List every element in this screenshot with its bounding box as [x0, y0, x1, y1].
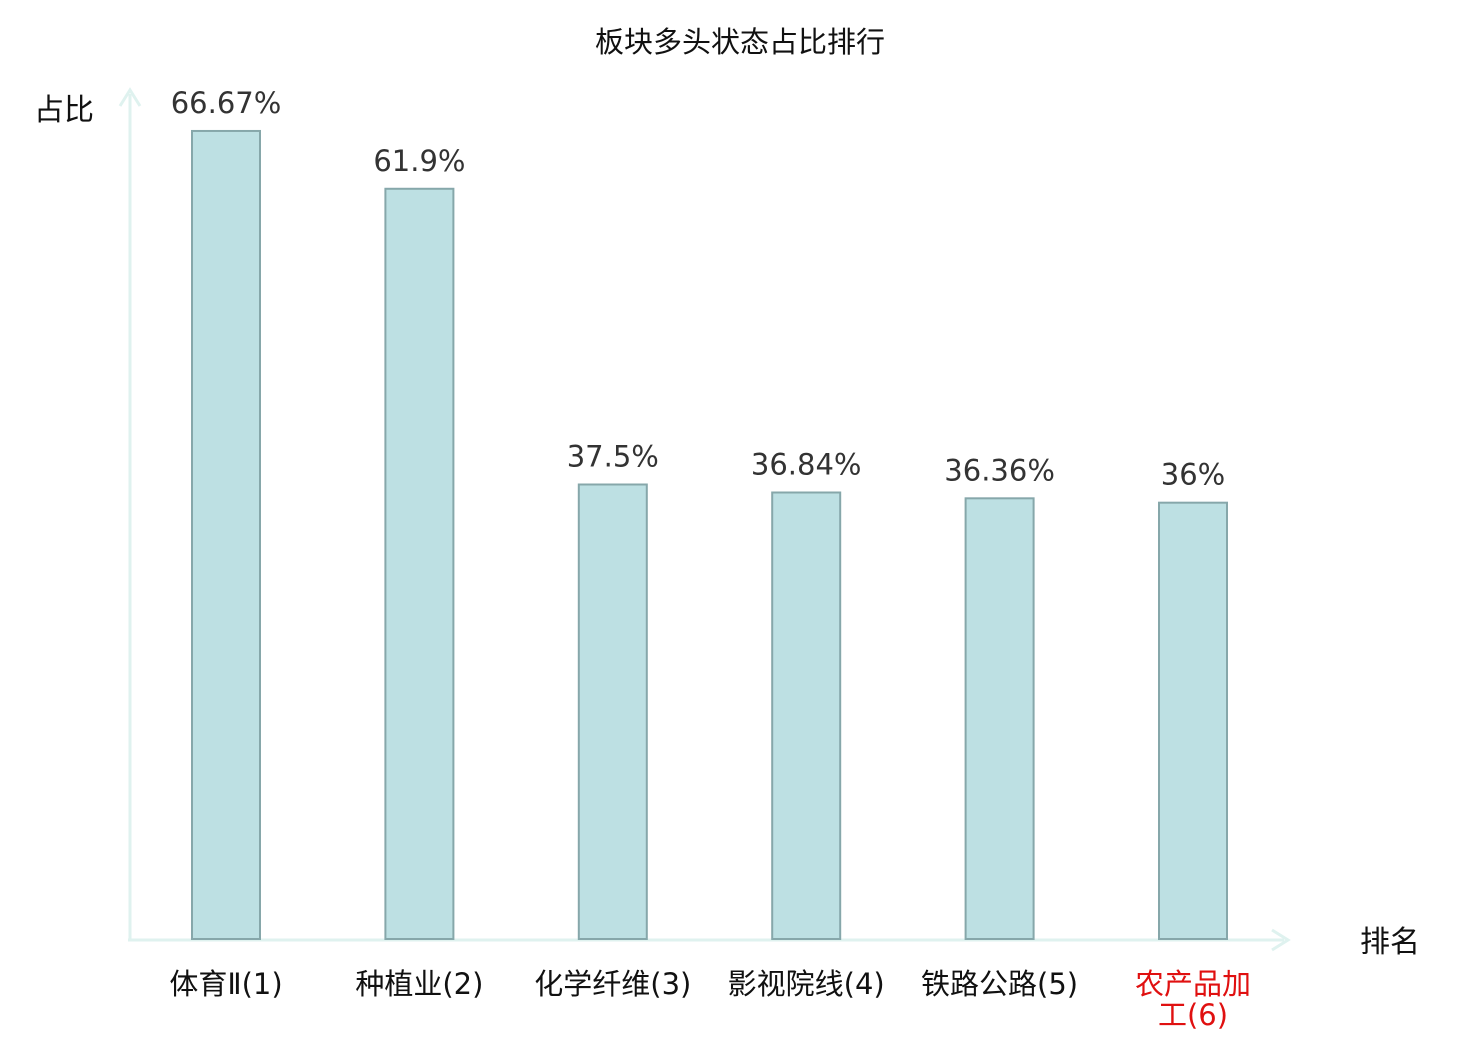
x-tick-label-rank: (5) [1037, 967, 1078, 1001]
x-tick-label-rank: (2) [442, 967, 483, 1001]
y-axis-label: 占比 [34, 93, 94, 128]
x-tick-label-rank: (1) [242, 967, 283, 1001]
data-label: 66.67% [171, 86, 282, 120]
bar [964, 497, 1035, 940]
x-tick-label: 化学纤维(3) [534, 967, 691, 1001]
x-tick-label: 种植业(2) [355, 967, 483, 1001]
bar [191, 129, 261, 940]
x-tick-label-name: 铁路公路 [921, 967, 1037, 1001]
data-label: 61.9% [373, 144, 465, 178]
x-tick-label-rank: (4) [844, 967, 885, 1001]
bar [577, 483, 648, 940]
bar [384, 187, 455, 941]
bar [1158, 501, 1228, 940]
x-axis-arrow [1271, 928, 1291, 952]
x-axis-label: 排名 [1360, 925, 1420, 960]
x-tick-label-name: 体育Ⅱ [169, 967, 241, 1001]
chart-title: 板块多头状态占比排行 [595, 25, 885, 59]
x-tick-label-name: 农产品加 [1135, 967, 1251, 1001]
category-labels: 体育Ⅱ(1) 种植业(2) 化学纤维(3) 影视院线(4) 铁路公路(5) 农产品加工(6… [169, 967, 1251, 1032]
bar-series [191, 129, 1228, 941]
x-tick-label-rank: (3) [650, 967, 691, 1001]
x-tick-label: 体育Ⅱ(1) [169, 967, 282, 1001]
x-tick-label-name-cont: 工 [1158, 998, 1187, 1032]
x-tick-label-name: 种植业 [355, 967, 442, 1001]
value-labels: 66.67% 61.9% 37.5% 36.84% 36.36% 36% [171, 86, 1226, 492]
data-label: 36.84% [751, 447, 862, 481]
x-tick-label: 影视院线(4) [728, 967, 885, 1001]
x-tick-label: 铁路公路(5) [921, 967, 1078, 1001]
y-axis-arrow [118, 87, 142, 107]
x-tick-label-name: 化学纤维 [534, 967, 650, 1001]
data-label: 36.36% [944, 453, 1055, 487]
x-tick-label-name: 影视院线 [728, 967, 844, 1001]
data-label: 37.5% [567, 440, 659, 474]
x-tick-label-rank: (6) [1187, 998, 1228, 1032]
x-tick-label: 农产品加工(6) [1135, 967, 1251, 1032]
bar [771, 491, 842, 940]
data-label: 36% [1161, 458, 1225, 492]
